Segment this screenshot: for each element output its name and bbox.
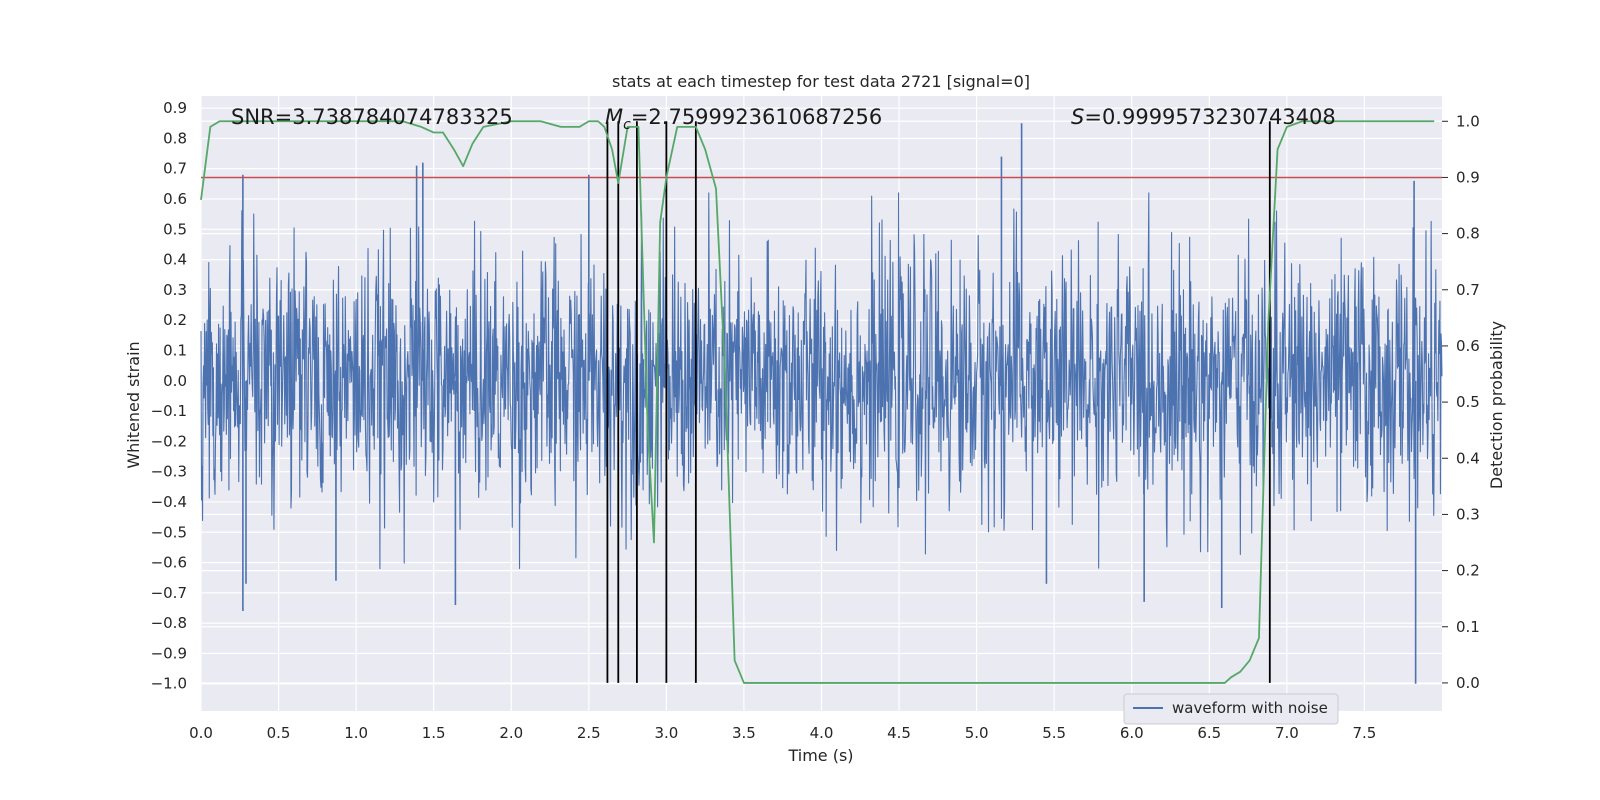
right-y-tick-label: 0.7 (1456, 281, 1480, 299)
right-y-axis-label: Detection probability (1487, 321, 1506, 489)
x-tick-label: 4.0 (810, 724, 834, 742)
x-tick-label: 6.0 (1120, 724, 1144, 742)
x-tick-label: 5.0 (965, 724, 989, 742)
x-tick-label: 3.0 (654, 724, 678, 742)
left-y-tick-label: 0.2 (163, 311, 187, 329)
left-y-tick-label: 0.3 (163, 281, 187, 299)
left-y-tick-label: −0.3 (151, 463, 187, 481)
x-tick-labels: 0.0 0.5 1.0 1.5 2.0 2.5 3.0 3.5 4.0 4.5 5.0 5.5 6.0 6… (189, 724, 1376, 742)
left-y-axis-label: Whitened strain (124, 341, 143, 468)
chirp-mass-symbol: M (605, 105, 623, 129)
right-y-tick-label: 0.4 (1456, 449, 1480, 467)
legend-box (1123, 693, 1339, 725)
legend: waveform with noise (1123, 693, 1339, 725)
chirp-mass-value: =2.7599923610687256 (631, 105, 882, 129)
left-y-tick-label: 0.7 (163, 160, 187, 178)
x-tick-label: 4.5 (887, 724, 911, 742)
left-y-tick-label: 0.5 (163, 220, 187, 238)
left-y-tick-label: −0.1 (151, 402, 187, 420)
x-axis-label: Time (s) (787, 746, 853, 765)
right-y-tick-label: 0.9 (1456, 168, 1480, 186)
left-y-tick-label: 0.0 (163, 372, 187, 390)
vertical-lines (606, 121, 1271, 683)
right-y-tick-labels: 1.0 0.9 0.8 0.7 0.6 0.5 0.4 0.3 0.2 0.1 0.0 (1442, 112, 1480, 692)
s-annotation: S=0.9999573230743408 (1071, 105, 1336, 129)
probability-series (200, 120, 1435, 684)
left-y-tick-label: −0.6 (151, 554, 187, 572)
right-y-tick-label: 0.6 (1456, 337, 1480, 355)
left-y-tick-label: 0.1 (163, 341, 187, 359)
probability-line (200, 120, 1435, 684)
chart-title: stats at each timestep for test data 272… (612, 72, 1030, 91)
left-y-tick-label: −0.9 (151, 644, 187, 662)
left-y-tick-label: −0.5 (151, 523, 187, 541)
left-y-tick-label: 0.6 (163, 190, 187, 208)
right-y-tick-label: 1.0 (1456, 112, 1480, 130)
right-y-tick-label: 0.8 (1456, 225, 1480, 243)
right-y-tick-label: 0.5 (1456, 393, 1480, 411)
left-y-tick-labels: 0.9 0.8 0.7 0.6 0.5 0.4 0.3 0.2 0.1 0.0 −0.1 −0.2 −0… (151, 99, 187, 693)
left-y-tick-label: −0.2 (151, 432, 187, 450)
waveform-line (200, 192, 1443, 570)
legend-label-waveform: waveform with noise (1172, 699, 1328, 717)
s-value: =0.9999573230743408 (1084, 105, 1335, 129)
left-y-tick-label: −0.7 (151, 584, 187, 602)
x-tick-label: 2.5 (577, 724, 601, 742)
right-y-tick-label: 0.3 (1456, 505, 1480, 523)
right-y-tick-label: 0.2 (1456, 562, 1480, 580)
x-tick-label: 3.5 (732, 724, 756, 742)
right-y-tick-label: 0.0 (1456, 674, 1480, 692)
x-tick-label: 0.5 (267, 724, 291, 742)
x-tick-label: 0.0 (189, 724, 213, 742)
right-y-tick-label: 0.1 (1456, 618, 1480, 636)
left-y-tick-label: 0.9 (163, 99, 187, 117)
left-y-tick-label: −0.4 (151, 493, 187, 511)
snr-annotation: SNR=3.738784074783325 (231, 105, 513, 129)
x-tick-label: 7.0 (1275, 724, 1299, 742)
x-tick-label: 1.0 (344, 724, 368, 742)
x-tick-label: 6.5 (1197, 724, 1221, 742)
waveform-series (200, 123, 1443, 684)
chirp-mass-annotation: Mc=2.7599923610687256 (605, 105, 882, 133)
x-tick-label: 5.5 (1042, 724, 1066, 742)
left-y-tick-label: −0.8 (151, 614, 187, 632)
left-y-tick-label: 0.8 (163, 129, 187, 147)
x-tick-label: 1.5 (422, 724, 446, 742)
left-y-tick-label: 0.4 (163, 251, 187, 269)
left-y-tick-label: −1.0 (151, 675, 187, 693)
s-symbol: S (1071, 105, 1084, 129)
x-tick-label: 2.0 (499, 724, 523, 742)
x-tick-label: 7.5 (1353, 724, 1377, 742)
chirp-mass-subscript: c (623, 117, 631, 133)
